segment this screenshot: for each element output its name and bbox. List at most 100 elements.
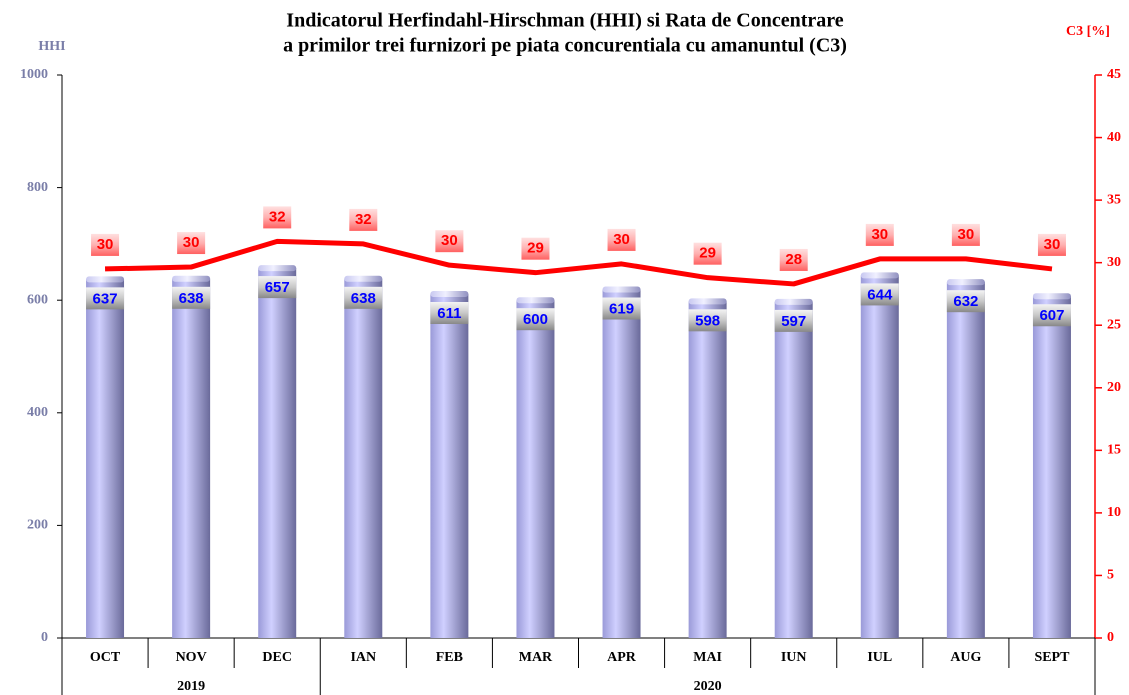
value-label-box (1037, 233, 1066, 256)
bar (860, 275, 899, 638)
x-tick-label: FEB (436, 650, 463, 665)
y-tick-label: 800 (27, 180, 48, 195)
value-label-box (177, 232, 206, 255)
bar-cap (774, 298, 813, 305)
value-label-box (860, 283, 899, 306)
y2-axis-label: C3 [%] (1066, 24, 1110, 39)
bar-cap (344, 275, 383, 282)
value-label-box (865, 223, 894, 246)
bar-cap (86, 276, 125, 283)
value-label: 29 (527, 240, 544, 257)
x-tick-label: IAN (350, 650, 376, 665)
value-label-box (430, 302, 469, 325)
value-label-box (516, 308, 555, 331)
y2-tick-label: 5 (1107, 568, 1114, 583)
value-label: 611 (437, 305, 461, 322)
y-tick-label: 400 (27, 405, 48, 420)
chart-subtitle: a primilor trei furnizori pe piata concu… (283, 35, 847, 57)
chart-title: Indicatorul Herfindahl-Hirschman (HHI) s… (286, 10, 844, 32)
value-label: 30 (97, 236, 114, 253)
bar-cap (172, 275, 211, 282)
value-label: 30 (1044, 236, 1061, 253)
value-label: 637 (93, 290, 118, 307)
bar (430, 294, 469, 638)
bar (344, 278, 383, 638)
y-tick-label: 1000 (20, 67, 48, 82)
x-group-label: 2019 (177, 679, 205, 694)
value-label-box (946, 290, 985, 313)
y-axis-label: HHI (38, 39, 65, 54)
value-label: 600 (523, 311, 548, 328)
value-label: 30 (871, 226, 888, 243)
bar-cap (602, 286, 641, 293)
bar (602, 289, 641, 638)
value-label-box (602, 297, 641, 320)
y2-tick-label: 20 (1107, 380, 1121, 395)
x-tick-label: APR (607, 650, 637, 665)
value-label-box (688, 309, 727, 332)
bar-cap (258, 265, 297, 272)
value-label: 632 (953, 293, 978, 310)
bar (946, 282, 985, 638)
x-tick-label: AUG (950, 650, 981, 665)
value-label-box (344, 286, 383, 309)
value-label-box (607, 228, 636, 251)
bar (258, 268, 297, 638)
y2-tick-label: 30 (1107, 255, 1121, 270)
bar-cap (688, 298, 727, 305)
value-label: 607 (1039, 307, 1064, 324)
y-tick-label: 200 (27, 518, 48, 533)
y2-tick-label: 25 (1107, 317, 1121, 332)
bar (86, 279, 125, 638)
bar-cap (860, 272, 899, 279)
value-label-box (258, 276, 297, 299)
value-label-box (1032, 304, 1071, 327)
value-label: 638 (351, 290, 376, 307)
value-label-box (86, 287, 125, 310)
y2-tick-label: 0 (1107, 630, 1114, 645)
value-label: 29 (699, 245, 716, 262)
bar-cap (1032, 293, 1071, 300)
x-tick-label: DEC (262, 650, 292, 665)
value-label: 30 (613, 231, 630, 248)
value-label: 30 (958, 226, 975, 243)
bar (516, 300, 555, 638)
x-tick-label: OCT (90, 650, 121, 665)
value-label-box (774, 309, 813, 332)
value-label-box (172, 286, 211, 309)
y-tick-label: 600 (27, 292, 48, 307)
x-tick-label: IUN (781, 650, 807, 665)
line (104, 238, 1053, 287)
value-label: 644 (867, 286, 893, 303)
y2-tick-label: 35 (1107, 192, 1121, 207)
value-label-box (349, 208, 378, 231)
x-tick-label: IUL (867, 650, 892, 665)
x-tick-label: MAI (693, 650, 722, 665)
x-tick-label: MAR (519, 650, 553, 665)
x-tick-label: SEPT (1034, 650, 1070, 665)
value-label-box (263, 206, 292, 229)
value-label: 657 (265, 279, 290, 296)
value-label-box (435, 230, 464, 253)
value-label-box (521, 237, 550, 260)
value-label-box (693, 242, 722, 265)
value-label: 597 (781, 313, 806, 330)
bar (774, 301, 813, 638)
value-label: 28 (785, 251, 802, 268)
y2-tick-label: 15 (1107, 443, 1121, 458)
bar-cap (430, 291, 469, 298)
bar (1032, 296, 1071, 638)
x-tick-label: NOV (176, 650, 207, 665)
y2-tick-label: 10 (1107, 505, 1121, 520)
value-label: 638 (179, 290, 204, 307)
x-group-label: 2020 (694, 679, 722, 694)
value-label: 32 (355, 211, 372, 228)
value-label: 32 (269, 208, 286, 225)
value-label: 619 (609, 300, 634, 317)
value-label: 30 (183, 234, 200, 251)
value-label: 598 (695, 312, 720, 329)
y-tick-label: 0 (41, 630, 48, 645)
y2-tick-label: 40 (1107, 130, 1121, 145)
value-label-box (951, 223, 980, 246)
